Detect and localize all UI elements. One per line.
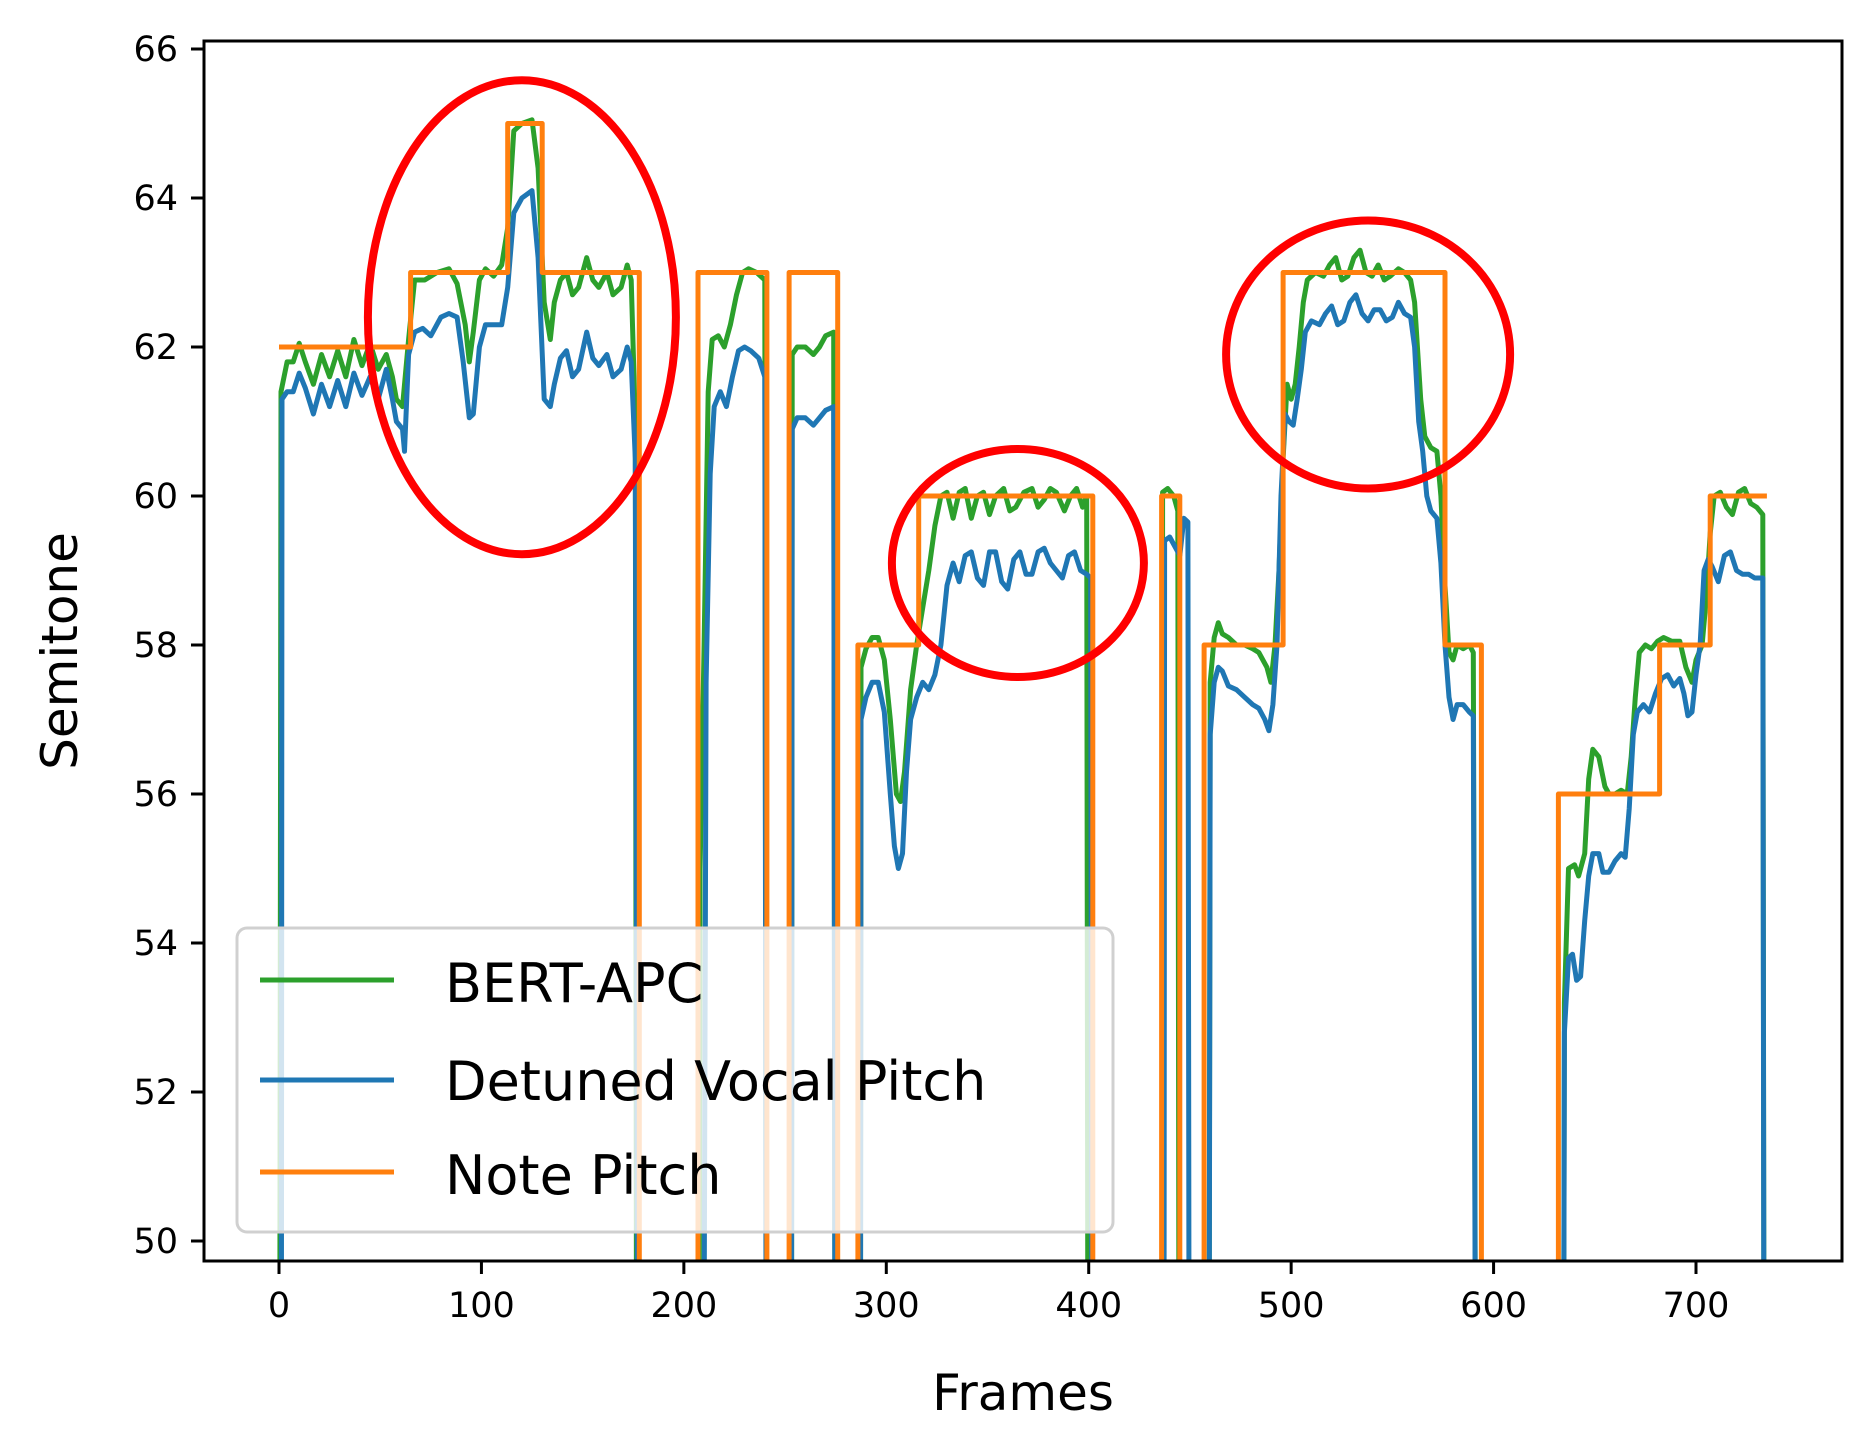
note-pitch-line (1201, 270, 1484, 1261)
x-tick-label: 200 (650, 1286, 717, 1326)
detuned-vocal-pitch-line (1206, 292, 1478, 1261)
y-tick-label: 60 (133, 477, 178, 517)
plot-frame (202, 39, 1844, 1263)
highlight-ellipse (1222, 216, 1515, 493)
legend: BERT-APC Detuned Vocal Pitch Note Pitch (235, 926, 1115, 1234)
note-pitch-line (855, 493, 1096, 1261)
detuned-vocal-pitch-line (789, 404, 838, 1261)
legend-label-bert-apc: BERT-APC (445, 952, 703, 1015)
note-pitch-line (279, 121, 642, 1261)
x-tick-label: 600 (1460, 1286, 1527, 1326)
x-tick-label: 100 (448, 1286, 515, 1326)
detuned-vocal-pitch-line (858, 545, 1095, 1261)
y-tick-label: 62 (133, 328, 178, 368)
y-tick-label: 50 (133, 1222, 178, 1262)
y-tick-label: 64 (133, 179, 178, 219)
y-axis-label: Semitone (31, 532, 89, 770)
bert-apc-line (1206, 247, 1478, 1261)
y-tick-label: 54 (133, 924, 178, 964)
legend-box (235, 926, 1115, 1234)
note-pitch-line (1159, 493, 1183, 1261)
detuned-vocal-pitch-line (701, 344, 769, 1261)
highlight-ellipse (363, 76, 680, 559)
y-tick-label: 58 (133, 626, 178, 666)
x-tick-label: 0 (268, 1286, 290, 1326)
bert-apc-line (789, 329, 838, 1261)
y-tick-label: 66 (133, 30, 178, 70)
y-tick-label: 56 (133, 775, 178, 815)
bert-apc-line (858, 486, 1091, 1261)
x-tick-label: 700 (1663, 1286, 1730, 1326)
x-tick-label: 500 (1258, 1286, 1325, 1326)
detuned-vocal-pitch-line (278, 188, 640, 1261)
note-pitch-line (1555, 493, 1767, 1261)
bert-apc-line (1561, 486, 1767, 1261)
x-tick-label: 300 (853, 1286, 920, 1326)
x-tick-label: 400 (1055, 1286, 1122, 1326)
legend-label-note-pitch: Note Pitch (445, 1144, 721, 1207)
x-axis-label: Frames (932, 1364, 1114, 1422)
bert-apc-line (277, 117, 639, 1261)
annotation-layer (363, 76, 1515, 681)
y-tick-label: 52 (133, 1073, 178, 1113)
legend-label-detuned-vocal-pitch: Detuned Vocal Pitch (445, 1050, 986, 1113)
y-axis: 50 52 54 56 58 60 62 64 66 (133, 30, 204, 1262)
highlight-ellipse (887, 445, 1148, 681)
series-layer (277, 117, 1767, 1261)
x-axis: 0 100 200 300 400 500 600 700 (268, 1261, 1730, 1326)
